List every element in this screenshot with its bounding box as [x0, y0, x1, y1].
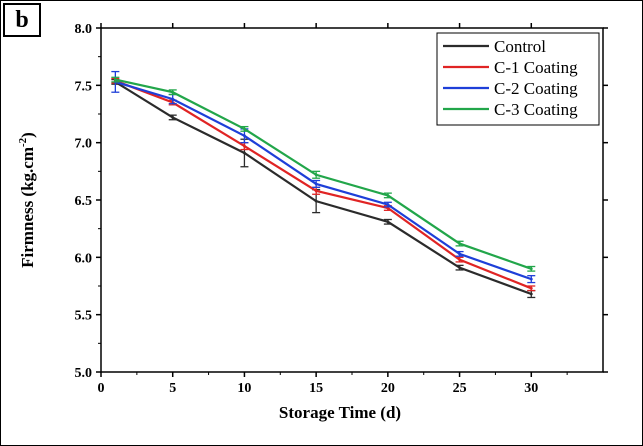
x-axis-title: Storage Time (d) — [279, 403, 401, 422]
x-tick-label-0: 0 — [98, 381, 105, 396]
y-tick-label-5.5: 5.5 — [75, 309, 93, 324]
data-point — [314, 182, 318, 186]
data-point — [386, 203, 390, 206]
legend-label: C-1 Coating — [494, 58, 578, 77]
y-tick-label-6.0: 6.0 — [75, 251, 93, 266]
x-tick-label-5: 5 — [169, 381, 176, 396]
y-tick-label-8.0: 8.0 — [75, 22, 93, 37]
data-point — [113, 78, 117, 81]
data-point — [171, 90, 175, 94]
x-tick-label-15: 15 — [309, 381, 323, 396]
x-tick-label-10: 10 — [237, 381, 251, 396]
legend-label: C-2 Coating — [494, 79, 578, 98]
x-tick-label-30: 30 — [524, 381, 538, 396]
data-point — [314, 189, 318, 193]
y-axis-title: Firmness (kg.cm-2) — [17, 132, 37, 268]
data-point — [458, 242, 461, 245]
y-tick-label-5.0: 5.0 — [75, 366, 93, 381]
legend-label: C-3 Coating — [494, 100, 578, 119]
data-point — [243, 144, 246, 148]
data-point — [386, 220, 390, 224]
y-axis-title-end: ) — [18, 132, 37, 138]
y-tick-label-7.5: 7.5 — [75, 79, 93, 94]
series-c-2-coating — [111, 70, 536, 284]
data-point — [171, 97, 175, 101]
data-point — [529, 277, 533, 281]
y-tick-label-7.0: 7.0 — [75, 137, 93, 152]
data-point — [529, 292, 533, 296]
data-point — [386, 194, 390, 197]
y-tick-label-6.5: 6.5 — [75, 194, 93, 209]
x-tick-label-20: 20 — [381, 381, 395, 396]
legend: Control C-1 Coating C-2 Coating C-3 Coating — [436, 32, 600, 126]
data-point — [458, 266, 461, 270]
data-point — [171, 116, 175, 119]
legend-label: Control — [494, 37, 546, 56]
data-point — [529, 267, 533, 271]
data-point — [314, 199, 318, 203]
series-layer — [111, 70, 536, 299]
x-tick-label-25: 25 — [453, 381, 467, 396]
panel-label: b — [3, 3, 41, 37]
data-point — [458, 252, 461, 256]
y-axis-title-main: Firmness (kg.cm — [18, 147, 37, 268]
data-point — [243, 151, 246, 155]
data-point — [243, 127, 246, 131]
axes-layer: 0 5 10 15 20 25 30 5.0 5.5 6.0 6.5 7.0 7.5 8.0 — [75, 22, 608, 396]
series-c-3-coating — [111, 76, 536, 272]
data-point — [458, 258, 461, 262]
data-point — [529, 286, 533, 290]
data-point — [314, 173, 318, 177]
y-axis-title-sup: -2 — [17, 137, 29, 147]
data-point — [243, 134, 246, 138]
